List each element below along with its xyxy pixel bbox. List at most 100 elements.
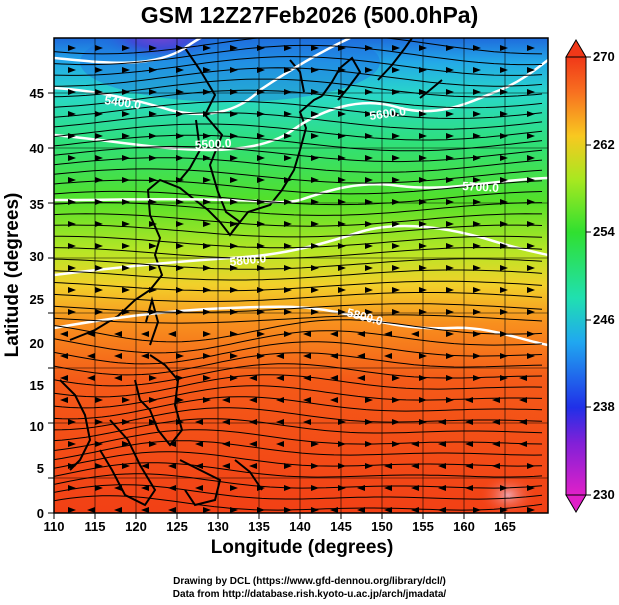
streamline [54,429,543,451]
wind-arrow [68,133,76,139]
streamline [54,374,543,398]
wind-arrow [392,243,400,249]
x-tick-150: 150 [371,519,393,534]
wind-arrow [365,199,373,205]
wind-arrow [473,353,481,359]
streamline [54,319,543,343]
streamline [54,157,543,173]
wind-arrow [68,111,76,117]
y-tick-35: 35 [30,197,44,212]
streamline [54,44,543,66]
wind-arrow [500,331,508,337]
streamline [54,56,543,76]
streamline [54,123,543,141]
wind-arrow [465,419,473,425]
wind-arrow [500,287,508,293]
wind-arrow [492,441,500,447]
wind-arrow [527,177,535,183]
wind-arrow [527,199,535,205]
wind-arrow [203,353,211,359]
wind-arrow [60,353,68,359]
wind-arrow [68,221,76,227]
wind-arrow [149,89,157,95]
wind-arrow [500,243,508,249]
x-tick-125: 125 [166,519,188,534]
wind-arrow [473,331,481,337]
wind-arrow [176,89,184,95]
wind-arrows [60,45,535,513]
wind-arrow [527,331,535,337]
wind-arrow [122,67,130,73]
wind-arrow [95,463,103,469]
wind-arrow [122,111,130,117]
wind-arrow [446,133,454,139]
wind-arrow [330,397,338,403]
wind-arrow [473,221,481,227]
wind-arrow [68,463,76,469]
wind-arrow [149,243,157,249]
wind-arrow [95,485,103,491]
wind-arrow [95,243,103,249]
wind-arrow [338,67,346,73]
wind-arrow [168,507,176,513]
wind-arrow [303,419,311,425]
wind-arrow [338,45,346,51]
wind-arrow [141,353,149,359]
wind-arrow [276,375,284,381]
wind-arrow [392,67,400,73]
wind-arrow [60,375,68,381]
wind-arrow [230,309,238,315]
wind-arrow [149,199,157,205]
wind-arrow [365,287,373,293]
wind-arrow [365,89,373,95]
wind-arrow [465,485,473,491]
wind-arrow [203,177,211,183]
wind-arrow [87,375,95,381]
colorbar-tick-230: 230 [593,487,615,502]
wind-arrow [149,375,157,381]
wind-arrow [438,485,446,491]
wind-arrow [384,485,392,491]
wind-arrow [95,265,103,271]
streamline [54,314,543,324]
colorbar: 270 262 254 246 238 230 [565,39,615,513]
wind-arrow [311,177,319,183]
streamline [54,385,543,409]
wind-arrow [203,155,211,161]
x-tick-135: 135 [248,519,270,534]
streamline [54,280,543,292]
wind-arrow [357,331,365,337]
wind-arrow [527,507,535,513]
streamline [54,451,543,469]
wind-arrow [338,441,346,447]
wind-arrow [222,441,230,447]
wind-arrow [176,177,184,183]
streamline [54,341,543,365]
wind-arrow [168,441,176,447]
streamline [54,67,543,87]
wind-arrow [365,111,373,117]
wind-arrow [284,463,292,469]
wind-arrow [438,507,446,513]
wind-arrow [149,45,157,51]
wind-arrow [284,485,292,491]
wind-arrow [311,485,319,491]
wind-arrow [249,397,257,403]
wind-arrow [311,67,319,73]
wind-arrow [122,45,130,51]
wind-arrow [411,485,419,491]
colorbar-top-arrow [565,39,587,58]
wind-arrow [438,419,446,425]
wind-arrow [438,441,446,447]
colorbar-body [565,56,587,496]
wind-arrow [68,485,76,491]
wind-arrow [203,375,211,381]
wind-arrow [492,463,500,469]
wind-arrow [141,507,149,513]
wind-arrow [446,89,454,95]
wind-arrow [357,485,365,491]
wind-arrow [338,111,346,117]
wind-arrow [230,375,238,381]
wind-arrow [392,199,400,205]
wind-arrow [438,463,446,469]
